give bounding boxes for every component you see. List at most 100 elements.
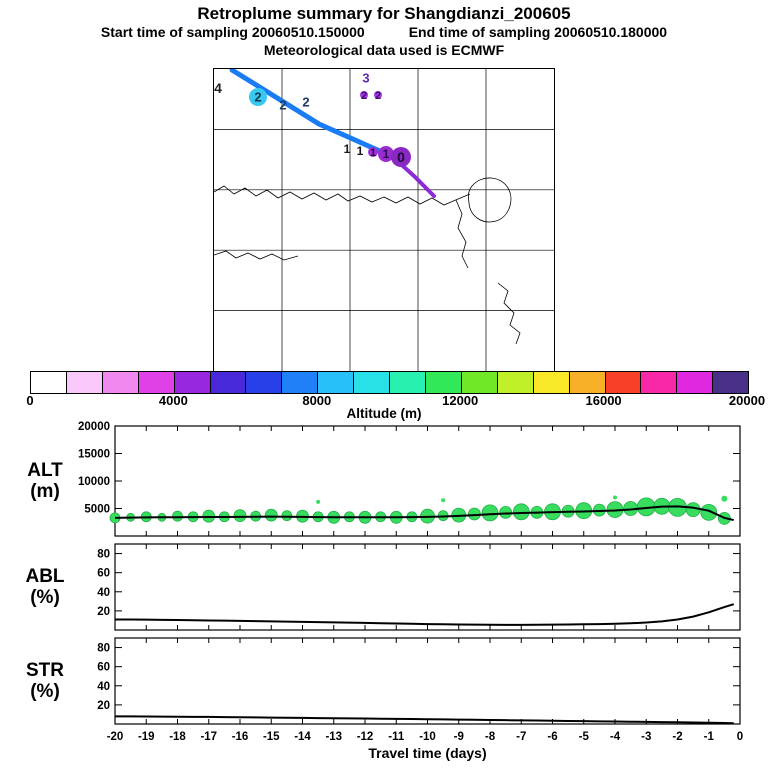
colorbar-segment xyxy=(281,372,318,393)
altitude-bubble xyxy=(481,504,499,522)
x-tick-label: -7 xyxy=(516,731,526,743)
x-tick-label: -5 xyxy=(579,731,590,743)
colorbar-segment xyxy=(568,372,605,393)
x-tick-label: -18 xyxy=(169,731,186,743)
colorbar-segment xyxy=(676,372,713,393)
str-axis-label: STR (%) xyxy=(6,660,84,702)
colorbar-segment xyxy=(424,372,461,393)
plume-marker-label: 2 xyxy=(254,90,261,105)
plume-marker xyxy=(378,146,394,162)
x-tick-label: -14 xyxy=(294,731,311,743)
abl-axis-label: ABL (%) xyxy=(6,566,84,608)
y-tick-label: 40 xyxy=(97,587,110,599)
colorbar-segment xyxy=(317,372,354,393)
y-tick-label: 10000 xyxy=(78,476,110,488)
altitude-dot xyxy=(721,495,728,502)
altitude-dot xyxy=(316,499,321,504)
altitude-dot xyxy=(675,498,680,503)
abl-axis-label-top: ABL xyxy=(25,566,65,587)
x-axis-title: Travel time (days) xyxy=(368,745,487,761)
coastline xyxy=(497,282,521,345)
alt-axis-label: ALT (m) xyxy=(6,460,84,502)
x-tick-label: -6 xyxy=(547,731,557,743)
y-tick-label: 20 xyxy=(97,606,110,618)
abl-axis-label-unit: (%) xyxy=(30,587,60,608)
trajectory-segment xyxy=(229,67,385,155)
met-data-label: Meteorological data used is ECMWF xyxy=(263,42,505,58)
colorbar-segment xyxy=(353,372,390,393)
x-axis-tick-labels: -20 -19 -18 -17 -16 -15 -14 -13 -12 -11 -10 -9 -8 -7-… xyxy=(107,731,744,743)
x-tick-label: -20 xyxy=(107,731,124,743)
x-tick-label: -16 xyxy=(232,731,249,743)
colorbar-segment xyxy=(389,372,425,393)
plume-marker xyxy=(391,147,411,167)
coastline xyxy=(455,199,469,269)
y-tick-label: 40 xyxy=(97,681,110,693)
plume-marker xyxy=(368,147,378,157)
plume-marker-label: 1 xyxy=(344,142,351,156)
colorbar-segment xyxy=(496,372,533,393)
plume-marker-label: 1 xyxy=(370,147,376,159)
colorbar-segment xyxy=(137,372,174,393)
map-canvas: 422 232 21 1 1 1 0 xyxy=(213,67,554,371)
sampling-times: Start time of sampling 20060510.150000 E… xyxy=(0,24,768,40)
plume-marker-label: 3 xyxy=(362,71,369,86)
plume-marker-label: 2 xyxy=(279,98,286,113)
x-tick-label: -9 xyxy=(454,731,464,743)
altitude-colorbar xyxy=(30,371,749,394)
colorbar-tick-labels: 0 4000 8000 12000 16000 20000 xyxy=(0,393,768,409)
x-tick-label: -1 xyxy=(704,731,715,743)
colorbar-segment xyxy=(209,372,246,393)
altitude-bubble xyxy=(512,503,530,521)
plume-marker xyxy=(360,91,368,99)
x-tick-label: -2 xyxy=(672,731,682,743)
plume-marker-label: 4 xyxy=(214,80,222,96)
colorbar-tick-label: 20000 xyxy=(728,393,766,408)
coastline xyxy=(468,177,512,223)
altitude-bubble xyxy=(700,503,718,521)
alt-median-line xyxy=(114,505,734,522)
altitude-bubble xyxy=(233,509,247,523)
altitude-bubble xyxy=(499,505,513,519)
colorbar-segment xyxy=(245,372,282,393)
colorbar-segment xyxy=(712,372,749,393)
y-tick-label: 15000 xyxy=(78,449,110,461)
end-time-label: End time of sampling 20060510.180000 xyxy=(408,24,668,40)
x-tick-label: -8 xyxy=(485,731,496,743)
plume-marker-label: 0 xyxy=(397,149,405,165)
str-axis-label-unit: (%) xyxy=(30,681,60,702)
plume-marker-label: 2 xyxy=(375,90,381,102)
panel-frame xyxy=(114,637,741,725)
plume-marker-label: 1 xyxy=(357,144,364,158)
str-median-line xyxy=(115,715,734,725)
colorbar-segment xyxy=(31,372,66,393)
y-tick-label: 20 xyxy=(97,700,110,712)
x-tick-label: -19 xyxy=(138,731,155,743)
alt-axis-label-top: ALT xyxy=(27,460,63,481)
colorbar-tick-label: 0 xyxy=(26,393,34,408)
colorbar-segment xyxy=(173,372,210,393)
alt-axis-label-unit: (m) xyxy=(30,481,60,502)
colorbar-segment xyxy=(640,372,677,393)
altitude-bubbles xyxy=(109,495,731,525)
plume-marker xyxy=(249,88,267,106)
colorbar-segment xyxy=(604,372,641,393)
colorbar-title: Altitude (m) xyxy=(346,406,422,421)
altitude-dot xyxy=(613,495,617,500)
x-tick-label: -13 xyxy=(325,731,342,743)
y-tick-label: 5000 xyxy=(84,504,110,516)
colorbar-tick-label: 12000 xyxy=(442,393,479,408)
colorbar-tick-label: 8000 xyxy=(302,393,332,408)
colorbar-segment xyxy=(532,372,569,393)
panel-frame xyxy=(114,543,741,631)
plume-marker-label: 2 xyxy=(302,95,309,110)
colorbar-tick-label: 4000 xyxy=(158,393,188,408)
x-tick-label: -11 xyxy=(388,731,405,743)
coastline xyxy=(213,250,299,261)
x-tick-label: 0 xyxy=(737,731,743,743)
y-tick-label: 20000 xyxy=(78,421,110,433)
colorbar-tick-label: 16000 xyxy=(585,393,622,408)
